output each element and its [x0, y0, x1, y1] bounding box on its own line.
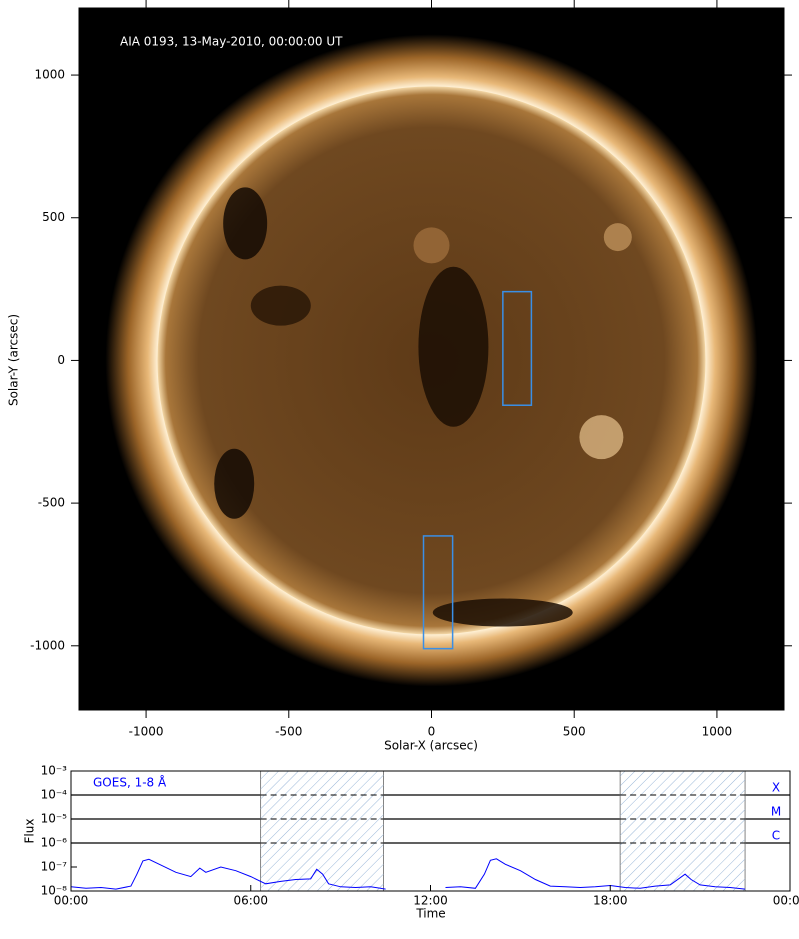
y-tick-label: 10⁻⁵	[41, 812, 68, 826]
x-tick-label: 00:00	[54, 894, 89, 908]
y-tick-label: 10⁻³	[41, 764, 68, 778]
active-region	[579, 415, 624, 460]
y-tick-label: 0	[57, 353, 65, 367]
x-axis-label: Time	[415, 907, 445, 921]
y-tick-label: 10⁻⁷	[41, 860, 68, 874]
y-tick-label: -1000	[30, 638, 65, 652]
x-tick-label: -1000	[129, 725, 164, 739]
flare-class-label: C	[772, 829, 780, 843]
solar-image	[105, 34, 758, 687]
y-axis-label: Flux	[23, 819, 37, 844]
y-tick-label: -500	[38, 496, 65, 510]
shaded-hatch	[620, 771, 746, 891]
x-tick-label: 1000	[702, 725, 733, 739]
active-region	[603, 223, 632, 252]
region-box	[422, 535, 454, 650]
x-tick-label: 500	[563, 725, 586, 739]
y-tick-label: 500	[42, 210, 65, 224]
coronal-hole	[250, 285, 311, 326]
x-tick-label: 12:00	[413, 894, 448, 908]
shaded-hatch	[260, 771, 384, 891]
x-tick-label: 00:00	[773, 894, 799, 908]
flare-class-label: M	[771, 805, 781, 819]
region-box	[502, 290, 533, 406]
y-tick-label: 10⁻⁸	[41, 884, 68, 898]
y-tick-label: 1000	[34, 68, 65, 82]
x-axis-label: Solar-X (arcsec)	[384, 739, 478, 753]
coronal-hole	[432, 598, 573, 627]
x-tick-label: 18:00	[593, 894, 628, 908]
x-tick-label: 06:00	[233, 894, 268, 908]
y-axis-label: Solar-Y (arcsec)	[7, 314, 21, 406]
x-tick-label: 0	[428, 725, 436, 739]
coronal-hole	[214, 448, 255, 519]
coronal-hole	[418, 266, 489, 427]
flare-class-label: X	[772, 781, 780, 795]
legend-label: GOES, 1-8 Å	[93, 775, 167, 790]
image-annotation: AIA 0193, 13-May-2010, 00:00:00 UT	[120, 35, 343, 49]
active-region	[413, 227, 450, 264]
y-tick-label: 10⁻⁴	[41, 788, 68, 802]
x-tick-label: -500	[275, 725, 302, 739]
y-tick-label: 10⁻⁶	[41, 836, 68, 850]
coronal-hole	[223, 187, 268, 260]
